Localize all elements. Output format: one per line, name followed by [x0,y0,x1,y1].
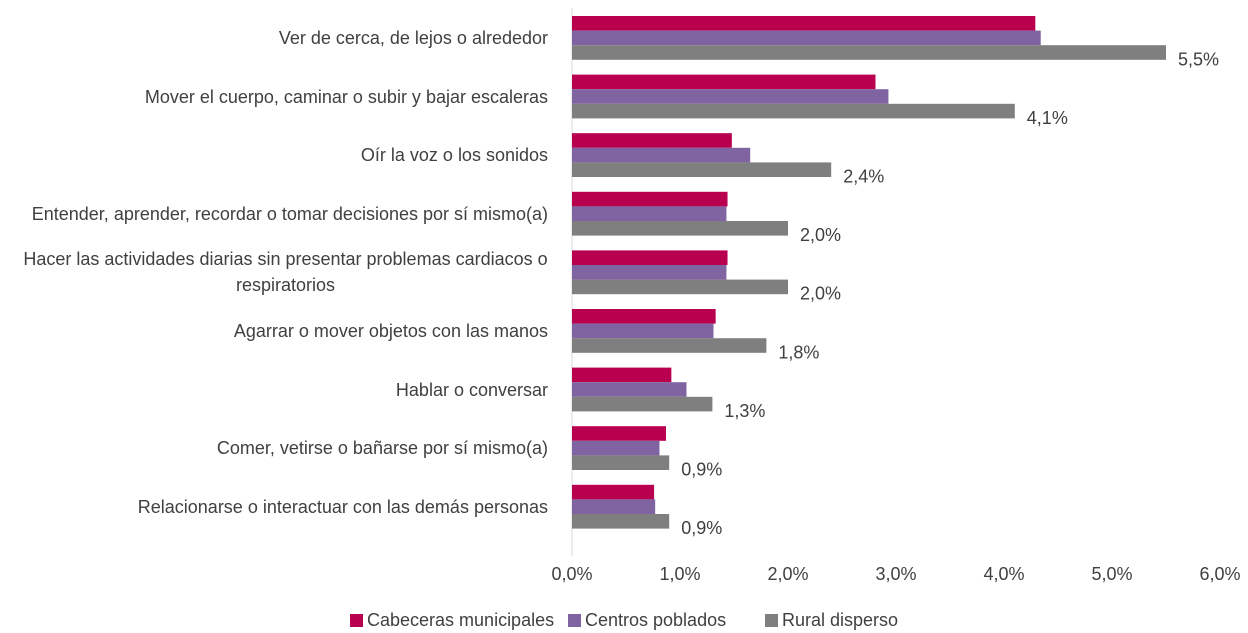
bar [572,338,767,353]
bar [572,499,656,514]
legend-swatch [568,614,581,627]
data-label: 2,0% [800,225,841,245]
bar [572,367,672,383]
bar [572,45,1166,60]
bar [572,89,889,104]
bar [572,221,788,236]
bar [572,133,732,148]
data-label: 0,9% [681,459,722,479]
legend-label: Centros poblados [585,610,726,630]
legend-swatch [350,614,363,627]
x-tick-label: 0,0% [551,564,592,584]
category-label: Relacionarse o interactuar con las demás… [137,496,548,517]
bar [572,30,1041,46]
data-label: 2,0% [800,284,841,304]
bar [572,250,728,265]
data-label: 4,1% [1027,108,1068,128]
category-label: Agarrar o mover objetos con las manos [233,320,548,341]
data-label: 1,8% [778,342,819,362]
category-label: Hacer las actividades diarias sin presen… [23,249,548,296]
category-label: Oír la voz o los sonidos [360,145,548,166]
x-tick-label: 2,0% [767,564,808,584]
legend-label: Rural disperso [782,610,898,630]
data-label: 1,3% [724,401,765,421]
x-tick-label: 6,0% [1199,564,1240,584]
category-label: Comer, vetirse o bañarse por sí mismo(a) [216,438,548,459]
bar [572,279,788,295]
bar [572,323,714,339]
bar [572,455,670,470]
bar [572,265,727,280]
legend-label: Cabeceras municipales [367,610,554,630]
legend-swatch [765,614,778,627]
bar [572,426,666,441]
bar [572,382,687,397]
bar [572,74,876,90]
category-label: Hablar o conversar [395,379,548,400]
bar [572,162,832,177]
category-label: Mover el cuerpo, caminar o subir y bajar… [144,86,548,107]
bar [572,484,655,500]
data-label: 5,5% [1178,49,1219,69]
bar [572,206,727,221]
bar [572,147,751,163]
x-tick-label: 4,0% [983,564,1024,584]
category-label: Ver de cerca, de lejos o alrededor [278,27,548,48]
x-tick-label: 1,0% [659,564,700,584]
bar [572,16,1036,31]
bar [572,514,670,529]
x-tick-label: 5,0% [1091,564,1132,584]
bar [572,191,728,207]
bar [572,103,1015,119]
data-label: 2,4% [843,166,884,186]
data-label: 0,9% [681,518,722,538]
bar [572,309,716,324]
x-tick-label: 3,0% [875,564,916,584]
bar [572,440,660,456]
bar [572,396,713,412]
category-label: Entender, aprender, recordar o tomar dec… [31,203,548,224]
